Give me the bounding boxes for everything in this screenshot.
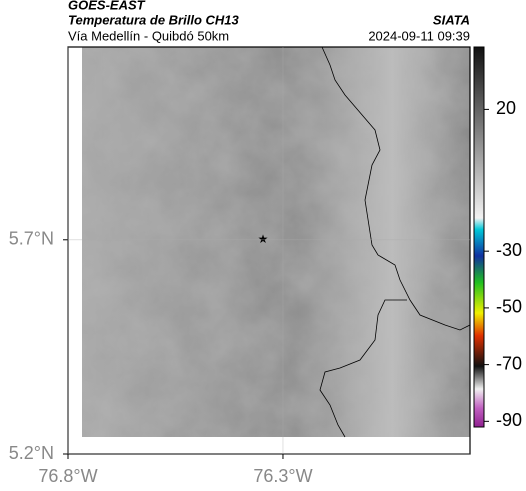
location-marker: ★ [258,232,269,246]
timestamp: 2024-09-11 09:39 [368,28,470,43]
title: Temperatura de Brillo CH13 [68,12,240,27]
colorbar-tick-label: 20 [496,98,516,118]
subtitle: Vía Medellín - Quibdó 50km [68,28,229,43]
y-tick-label: 5.2°N [9,443,54,463]
colorbar-tick-label: -50 [496,297,522,317]
boundary [319,299,407,438]
y-tick-label: 5.7°N [9,229,54,249]
colorbar [473,46,485,428]
image-texture [82,47,470,437]
credit: SIATA [433,12,470,27]
source: GOES-EAST [68,0,146,12]
x-tick-label: 76.3°W [253,466,312,486]
colorbar-tick-label: -30 [496,240,522,260]
x-tick-label: 76.8°W [38,466,97,486]
satellite-image: ★ [82,46,471,438]
boundary [321,46,471,331]
colorbar-tick-label: -90 [496,410,522,430]
colorbar-tick-label: -70 [496,353,522,373]
